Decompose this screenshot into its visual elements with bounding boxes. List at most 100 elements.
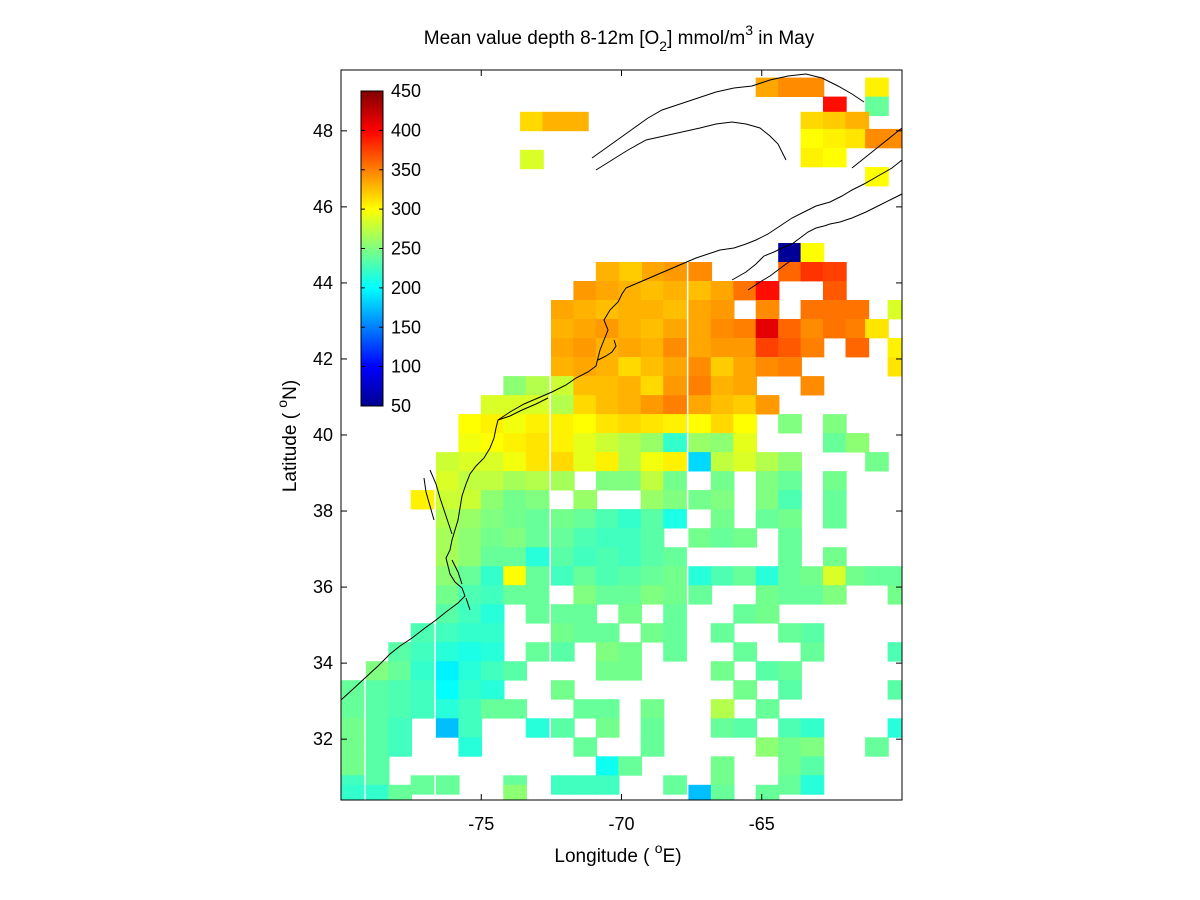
heatmap-cell xyxy=(503,566,527,586)
heatmap-cell xyxy=(733,642,757,662)
heatmap-cell xyxy=(618,585,642,605)
coastline-st-lawrence-south xyxy=(595,121,787,171)
heatmap-cell xyxy=(525,376,550,396)
heatmap-cell xyxy=(435,680,460,700)
colorbar-tick-label: 100 xyxy=(391,357,421,377)
heatmap-cell xyxy=(800,147,825,168)
heatmap-cell xyxy=(845,128,870,149)
heatmap-cell xyxy=(573,737,598,757)
heatmap-cell xyxy=(823,111,847,132)
heatmap-cell xyxy=(778,718,802,738)
heatmap-cell xyxy=(551,642,575,662)
heatmap-cell xyxy=(688,262,713,282)
heatmap-cell xyxy=(640,300,665,320)
heatmap-cell xyxy=(865,737,889,757)
heatmap-cell xyxy=(823,490,847,510)
heatmap-cell xyxy=(640,414,665,434)
heatmap-cell xyxy=(887,680,903,700)
heatmap-cell xyxy=(341,699,365,719)
heatmap-cell xyxy=(480,566,505,586)
heatmap-cell xyxy=(525,585,550,605)
heatmap-cell xyxy=(887,585,903,605)
xlabel-sup: o xyxy=(655,840,663,856)
heatmap-cell xyxy=(710,471,735,491)
heatmap-cell xyxy=(800,585,825,605)
heatmap-cell xyxy=(823,128,847,149)
heatmap-cell xyxy=(573,623,598,643)
x-tick-label: -65 xyxy=(749,814,775,834)
heatmap-cell xyxy=(865,77,889,97)
heatmap-cell xyxy=(551,509,575,529)
heatmap-cell xyxy=(503,490,527,510)
heatmap-cell xyxy=(755,281,780,301)
heatmap-cell xyxy=(503,784,527,801)
coastline-us-east xyxy=(340,287,627,701)
heatmap-cell xyxy=(663,547,687,567)
heatmap-cell xyxy=(800,623,825,643)
heatmap-cell xyxy=(755,452,780,472)
heatmap-cell xyxy=(595,775,620,795)
heatmap-cell xyxy=(663,319,687,339)
heatmap-cell xyxy=(573,452,598,472)
heatmap-cell xyxy=(800,566,825,586)
heatmap-cell xyxy=(435,699,460,719)
heatmap-cell xyxy=(778,661,802,681)
heatmap-cell xyxy=(551,338,575,358)
heatmap-cell xyxy=(525,642,550,662)
heatmap-cell xyxy=(755,737,780,757)
heatmap-cell xyxy=(595,509,620,529)
heatmap-cell xyxy=(640,357,665,377)
colorbar-tick-label: 50 xyxy=(391,396,411,416)
heatmap-cell xyxy=(525,509,550,529)
heatmap-cell xyxy=(480,395,505,415)
colorbar: 50 100 150 200 250 300 350 400 450 xyxy=(360,81,421,416)
heatmap-cell xyxy=(525,452,550,472)
heatmap-cell xyxy=(551,319,575,339)
heatmap-cell xyxy=(778,775,802,795)
heatmap-cell xyxy=(573,509,598,529)
heatmap-cell xyxy=(341,737,365,757)
heatmap-cell xyxy=(435,661,460,681)
heatmap-cell xyxy=(435,528,460,548)
y-tick-label: 44 xyxy=(313,273,333,293)
heatmap-cell xyxy=(595,433,620,453)
svg-text:Longitude ( oE): Longitude ( oE) xyxy=(554,840,681,867)
heatmap-cell xyxy=(778,262,802,282)
heatmap-cell xyxy=(823,96,847,116)
heatmap-cell xyxy=(435,547,460,567)
heatmap-cell xyxy=(663,395,687,415)
heatmap-cells xyxy=(341,77,903,801)
heatmap-cell xyxy=(573,357,598,377)
heatmap-cell xyxy=(618,281,642,301)
coastline-nova-scotia-south xyxy=(747,259,793,291)
coastline-nova-scotia xyxy=(731,193,903,281)
heatmap-cell xyxy=(480,528,505,548)
heatmap-cell xyxy=(503,699,527,719)
x-axis-title: Longitude ( oE) xyxy=(554,840,681,867)
heatmap-cell xyxy=(640,490,665,510)
y-axis-title: Latitude ( oN) xyxy=(274,380,301,492)
heatmap-cell xyxy=(525,490,550,510)
heatmap-cell xyxy=(887,300,903,320)
heatmap-cell xyxy=(573,528,598,548)
heatmap-cell xyxy=(480,547,505,567)
heatmap-cell xyxy=(618,338,642,358)
heatmap-cell xyxy=(710,699,735,719)
heatmap-cell xyxy=(663,471,687,491)
heatmap-cell xyxy=(551,414,575,434)
heatmap-cell xyxy=(410,680,435,700)
heatmap-cell xyxy=(845,433,870,453)
heatmap-cell xyxy=(458,509,483,529)
heatmap-cell xyxy=(663,357,687,377)
heatmap-cell xyxy=(688,281,713,301)
heatmap-cell xyxy=(573,490,598,510)
heatmap-cell xyxy=(778,547,802,567)
heatmap-cell xyxy=(410,775,435,795)
heatmap-cell xyxy=(595,395,620,415)
heatmap-cell xyxy=(640,566,665,586)
heatmap-cell xyxy=(435,623,460,643)
y-tick-label: 48 xyxy=(313,121,333,141)
heatmap-cell xyxy=(458,566,483,586)
heatmap-cell xyxy=(710,357,735,377)
heatmap-cell xyxy=(663,566,687,586)
